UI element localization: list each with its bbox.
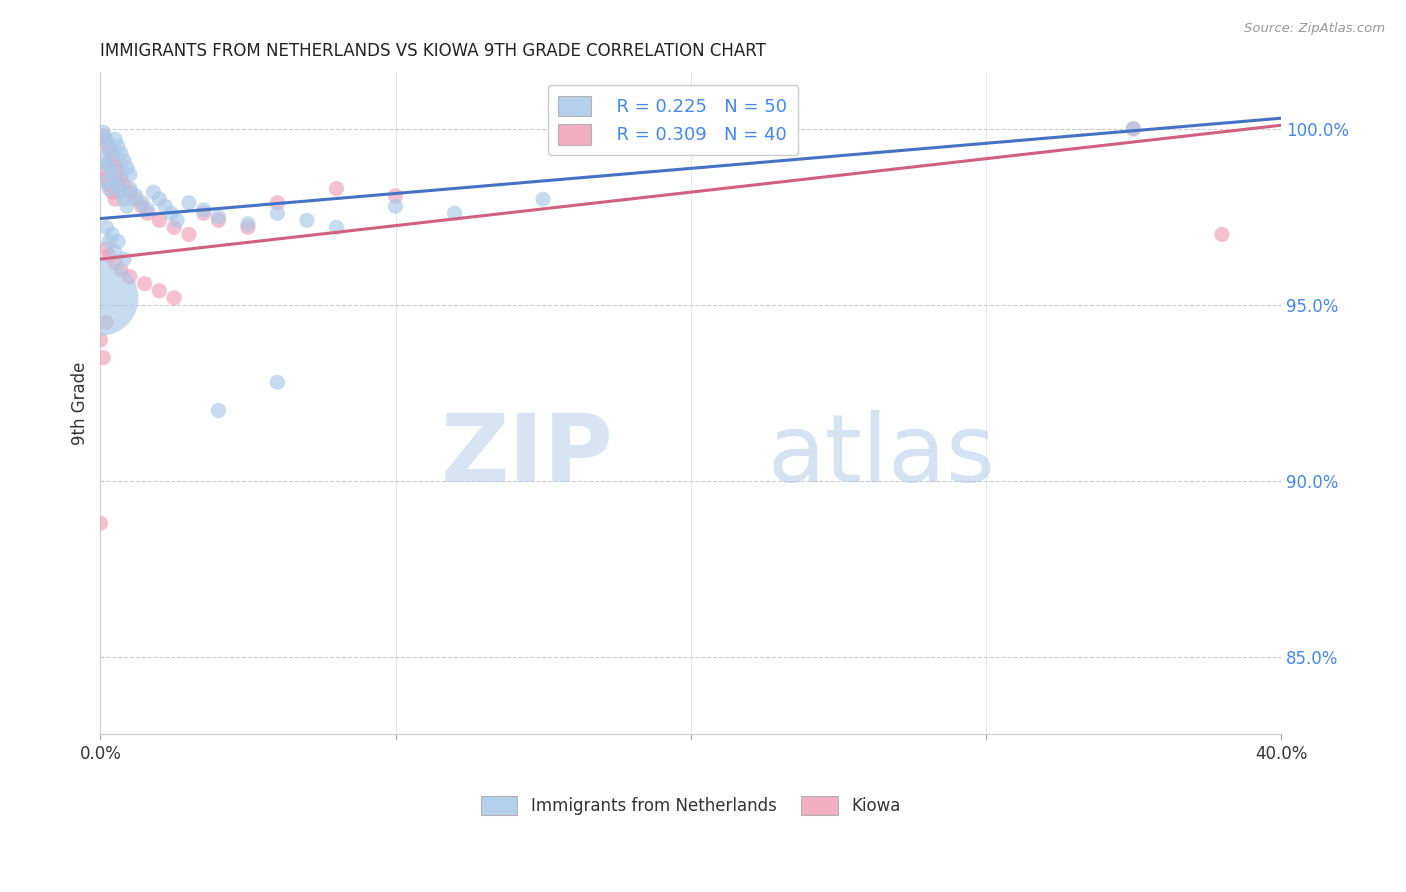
Point xyxy=(98,178,121,193)
Point xyxy=(118,269,141,284)
Point xyxy=(101,164,124,178)
Text: ZIP: ZIP xyxy=(441,410,614,502)
Point xyxy=(325,220,347,235)
Point xyxy=(193,206,215,220)
Point xyxy=(125,192,148,206)
Point xyxy=(112,153,135,168)
Point xyxy=(91,164,114,178)
Point xyxy=(148,192,170,206)
Point xyxy=(207,403,229,417)
Point xyxy=(443,206,465,220)
Point xyxy=(96,157,118,171)
Point xyxy=(236,217,259,231)
Point xyxy=(91,351,114,365)
Point xyxy=(101,146,124,161)
Point xyxy=(110,171,132,186)
Point xyxy=(148,213,170,227)
Y-axis label: 9th Grade: 9th Grade xyxy=(72,362,89,445)
Point xyxy=(101,227,124,242)
Point xyxy=(96,132,118,146)
Point xyxy=(89,333,111,347)
Point xyxy=(107,178,129,193)
Point xyxy=(131,195,153,210)
Point xyxy=(104,245,127,260)
Point xyxy=(266,195,288,210)
Point xyxy=(266,206,288,220)
Point xyxy=(98,235,121,249)
Point xyxy=(96,136,118,150)
Point xyxy=(531,192,554,206)
Point xyxy=(112,178,135,193)
Point xyxy=(101,185,124,199)
Point xyxy=(110,146,132,161)
Point xyxy=(101,150,124,164)
Point xyxy=(266,376,288,390)
Point xyxy=(104,157,127,171)
Point xyxy=(104,255,127,269)
Point xyxy=(177,195,200,210)
Point xyxy=(160,206,183,220)
Point xyxy=(166,213,188,227)
Point xyxy=(98,143,121,157)
Point xyxy=(89,516,111,531)
Point xyxy=(118,168,141,182)
Point xyxy=(207,213,229,227)
Point xyxy=(96,171,118,186)
Point xyxy=(136,202,159,217)
Point xyxy=(91,150,114,164)
Point xyxy=(104,132,127,146)
Point xyxy=(110,185,132,199)
Point xyxy=(142,185,165,199)
Point xyxy=(107,164,129,178)
Text: IMMIGRANTS FROM NETHERLANDS VS KIOWA 9TH GRADE CORRELATION CHART: IMMIGRANTS FROM NETHERLANDS VS KIOWA 9TH… xyxy=(100,42,766,60)
Point xyxy=(118,185,141,199)
Point xyxy=(98,161,121,175)
Point xyxy=(112,192,135,206)
Point xyxy=(104,192,127,206)
Point xyxy=(104,171,127,186)
Point xyxy=(131,199,153,213)
Point xyxy=(384,199,406,213)
Point xyxy=(193,202,215,217)
Point xyxy=(1122,121,1144,136)
Point xyxy=(96,175,118,189)
Point xyxy=(148,284,170,298)
Point xyxy=(163,220,186,235)
Point xyxy=(155,199,177,213)
Point xyxy=(91,125,114,139)
Point xyxy=(125,188,148,202)
Point xyxy=(134,277,156,291)
Point xyxy=(115,199,138,213)
Point xyxy=(1122,121,1144,136)
Point xyxy=(1211,227,1233,242)
Point xyxy=(163,291,186,305)
Point xyxy=(112,252,135,266)
Point xyxy=(98,248,121,262)
Point xyxy=(118,181,141,195)
Point xyxy=(110,262,132,277)
Point xyxy=(91,128,114,143)
Text: atlas: atlas xyxy=(768,410,995,502)
Point xyxy=(177,227,200,242)
Point xyxy=(96,316,118,330)
Point xyxy=(325,181,347,195)
Point xyxy=(96,242,118,256)
Point xyxy=(236,220,259,235)
Point xyxy=(89,291,111,305)
Point xyxy=(107,139,129,153)
Point xyxy=(295,213,318,227)
Point xyxy=(98,139,121,153)
Point xyxy=(136,206,159,220)
Point xyxy=(384,188,406,202)
Legend: Immigrants from Netherlands, Kiowa: Immigrants from Netherlands, Kiowa xyxy=(474,789,907,822)
Point xyxy=(107,235,129,249)
Point xyxy=(98,181,121,195)
Point xyxy=(96,220,118,235)
Point xyxy=(115,161,138,175)
Text: Source: ZipAtlas.com: Source: ZipAtlas.com xyxy=(1244,22,1385,36)
Point xyxy=(207,210,229,224)
